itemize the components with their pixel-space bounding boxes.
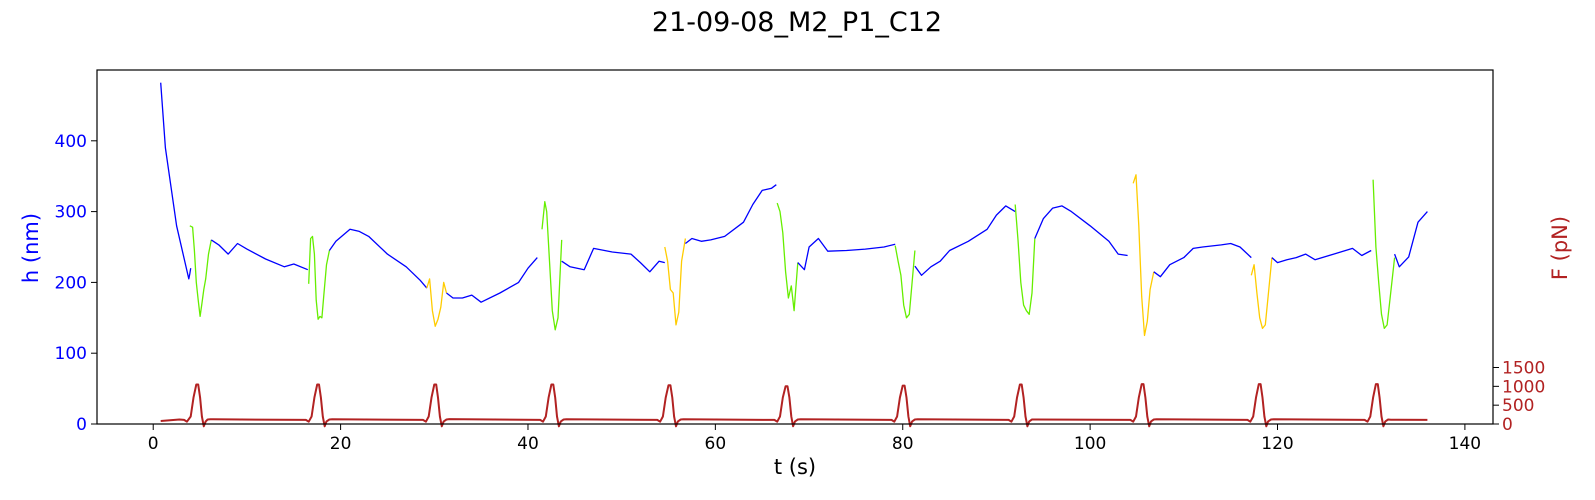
x-tick-label: 80 — [892, 434, 914, 454]
height-series-line-0 — [160, 82, 192, 280]
height-series-line-15 — [1014, 204, 1036, 315]
height-series-line-13 — [894, 245, 916, 319]
height-series-line-10 — [685, 184, 777, 245]
x-tick-label: 0 — [148, 434, 159, 454]
height-series-line-14 — [914, 205, 1016, 276]
x-tick-label: 140 — [1449, 434, 1481, 454]
series-layer — [160, 82, 1428, 428]
y-left-tick-label: 0 — [76, 415, 87, 435]
height-series-line-19 — [1250, 257, 1273, 330]
height-series-line-7 — [541, 201, 563, 331]
x-tick-label: 100 — [1074, 434, 1106, 454]
height-series-line-4 — [328, 228, 428, 289]
y-left-tick-label: 300 — [55, 203, 87, 223]
height-series-line-17 — [1132, 174, 1155, 337]
force-series-line — [160, 383, 1428, 428]
y-right-tick-label: 0 — [1502, 415, 1513, 435]
x-tick-label: 20 — [330, 434, 352, 454]
x-tick-label: 40 — [517, 434, 539, 454]
height-series-line-12 — [797, 237, 896, 271]
y-left-tick-label: 100 — [55, 344, 87, 364]
height-series-line-16 — [1034, 205, 1128, 257]
height-series-line-21 — [1372, 179, 1396, 330]
x-axis-title: t (s) — [774, 455, 816, 479]
height-series-line-9 — [664, 238, 687, 326]
y-axis-left-title: h (nm) — [19, 213, 43, 283]
x-tick-label: 60 — [705, 434, 727, 454]
height-series-line-8 — [561, 247, 665, 273]
height-series-line-6 — [446, 257, 538, 303]
height-series-line-2 — [210, 239, 309, 271]
y-axis-left: 0 100 200 300 400 — [55, 132, 97, 435]
y-left-tick-label: 200 — [55, 273, 87, 293]
height-series-line-3 — [308, 235, 331, 320]
y-axis-right-title: F (pN) — [1548, 216, 1572, 280]
y-right-tick-label: 500 — [1502, 396, 1534, 416]
plot-frame — [96, 69, 1494, 425]
x-tick-label: 120 — [1261, 434, 1293, 454]
y-right-tick-label: 1000 — [1502, 377, 1545, 397]
height-series-line-22 — [1393, 211, 1428, 268]
y-left-tick-label: 400 — [55, 132, 87, 152]
chart-title: 21-09-08_M2_P1_C12 — [652, 7, 942, 38]
height-series-line-18 — [1153, 242, 1252, 278]
height-series-line-20 — [1271, 247, 1372, 264]
height-series-line-1 — [189, 225, 212, 318]
height-series-line-11 — [776, 202, 799, 312]
height-series-line-5 — [426, 278, 448, 327]
y-right-tick-label: 1500 — [1502, 359, 1545, 379]
x-axis: 0 20 40 60 80 100 120 140 — [148, 424, 1481, 454]
